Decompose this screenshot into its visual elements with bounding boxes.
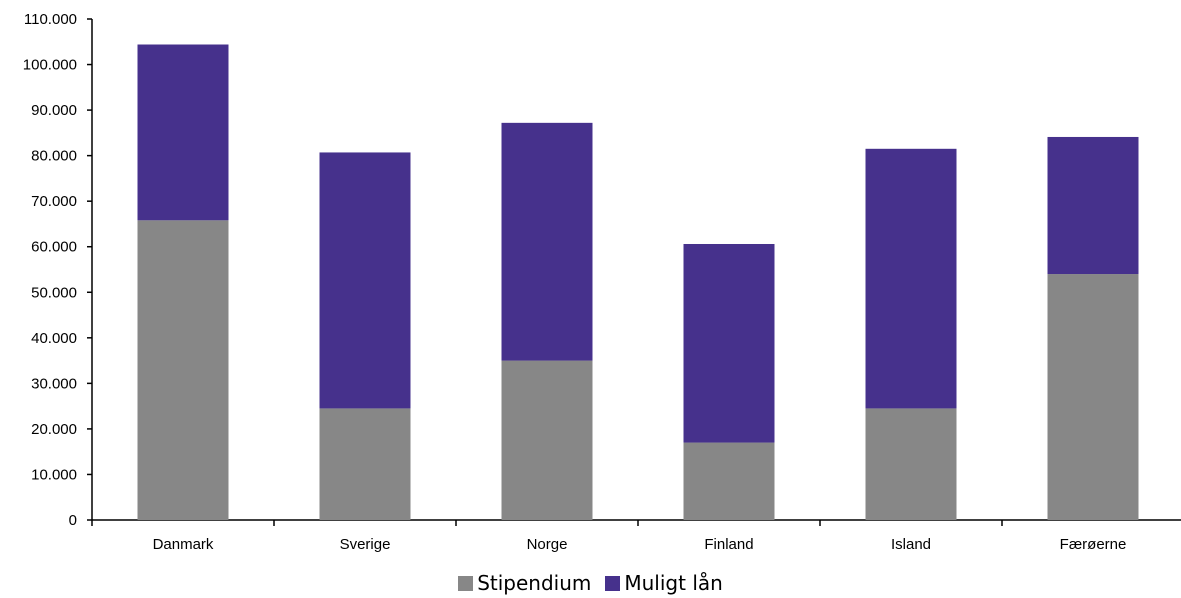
bar-muligt-lan-norge: [501, 122, 593, 361]
legend-swatch-stipendium: [458, 575, 474, 591]
legend-label-stipendium: Stipendium: [477, 571, 592, 595]
y-tick-label: 0: [69, 512, 77, 529]
bars: [137, 44, 1139, 520]
y-tick-label: 100.000: [23, 57, 77, 74]
legend-swatch-muligt-lan: [605, 575, 621, 591]
legend: Stipendium Muligt lån: [0, 568, 1181, 598]
bar-stipendium-finland: [683, 442, 775, 520]
legend-label-muligt-lan: Muligt lån: [624, 571, 723, 595]
bar-muligt-lan-sverige: [319, 152, 411, 409]
y-tick-label: 30.000: [31, 375, 77, 392]
y-tick-label: 50.000: [31, 284, 77, 301]
x-tick-label: Island: [891, 536, 931, 553]
x-tick-label: Færøerne: [1060, 536, 1127, 553]
x-tick-label: Danmark: [153, 536, 214, 553]
x-axis: Danmark Sverige Norge Finland Island Færøerne: [91, 519, 1181, 553]
bar-muligt-lan-danmark: [137, 44, 229, 221]
x-tick-label: Finland: [704, 536, 753, 553]
y-axis: 0 10.000 20.000 30.000 40.000 50.000 60.000 70.…: [23, 11, 93, 529]
x-tick-label: Norge: [527, 536, 568, 553]
y-tick-label: 110.000: [24, 11, 77, 28]
x-tick-label: Sverige: [340, 536, 391, 553]
bar-stipendium-danmark: [137, 220, 229, 520]
y-tick-label: 90.000: [31, 102, 77, 119]
legend-item-stipendium: Stipendium: [458, 571, 591, 595]
y-tick-label: 70.000: [31, 193, 77, 210]
bar-stipendium-sverige: [319, 408, 411, 520]
bar-muligt-lan-færøerne: [1047, 136, 1139, 275]
y-tick-label: 10.000: [31, 466, 77, 483]
legend-item-muligt-lan: Muligt lån: [605, 571, 723, 595]
bar-muligt-lan-island: [865, 148, 957, 409]
y-tick-label: 80.000: [31, 148, 77, 165]
y-tick-label: 20.000: [31, 421, 77, 438]
bar-muligt-lan-finland: [683, 243, 775, 443]
y-tick-label: 40.000: [31, 330, 77, 347]
bar-stipendium-island: [865, 408, 957, 520]
y-tick-label: 60.000: [31, 239, 77, 256]
bar-stipendium-norge: [501, 360, 593, 520]
bar-stipendium-færøerne: [1047, 274, 1139, 520]
